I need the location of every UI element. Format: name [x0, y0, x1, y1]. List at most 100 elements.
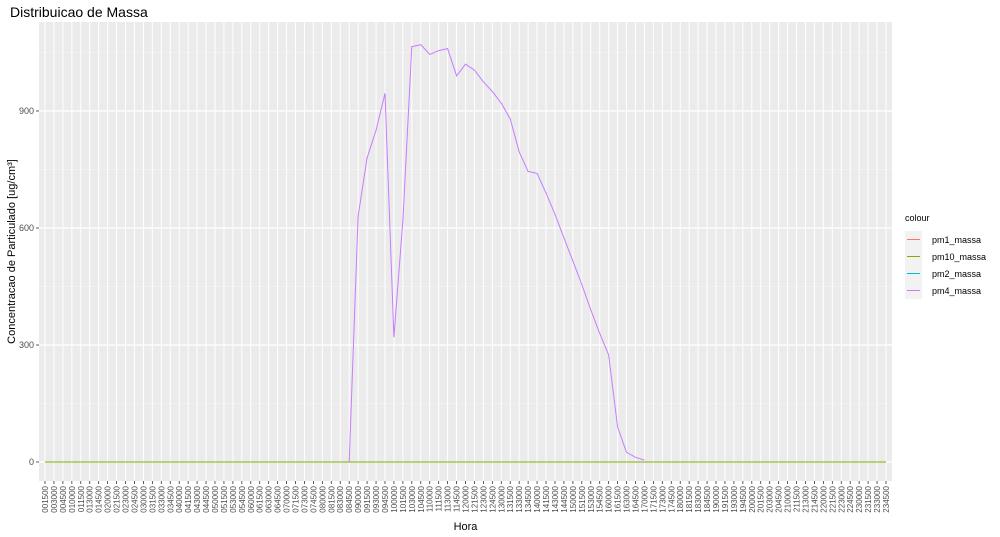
x-tick-label: 120000 [462, 485, 471, 512]
legend-label: pm2_massa [932, 269, 981, 279]
x-tick-label: 103000 [408, 485, 417, 512]
y-axis-title: Concentracao de Particulado [ug/cm³] [6, 159, 18, 344]
x-tick-label: 061500 [256, 485, 265, 512]
x-tick-label: 220000 [819, 485, 828, 512]
x-tick-label: 150000 [569, 485, 578, 512]
x-tick-label: 163000 [623, 485, 632, 512]
x-tick-label: 083000 [336, 485, 345, 512]
x-tick-label: 183000 [694, 485, 703, 512]
x-tick-label: 080000 [318, 485, 327, 512]
x-tick-label: 181500 [685, 485, 694, 512]
x-tick-label: 204500 [775, 485, 784, 512]
legend-label: pm4_massa [932, 286, 981, 296]
legend-label: pm10_massa [932, 252, 986, 262]
x-tick-label: 064500 [274, 485, 283, 512]
x-tick-label: 190000 [712, 485, 721, 512]
x-tick-label: 180000 [676, 485, 685, 512]
x-tick-label: 014500 [95, 485, 104, 512]
x-tick-label: 121500 [470, 485, 479, 512]
x-tick-label: 060000 [247, 485, 256, 512]
x-tick-label: 011500 [77, 485, 86, 512]
x-tick-label: 233000 [873, 485, 882, 512]
x-tick-label: 174500 [667, 485, 676, 512]
x-tick-label: 003000 [50, 485, 59, 512]
x-tick-label: 053000 [229, 485, 238, 512]
x-tick-label: 100000 [390, 485, 399, 512]
x-tick-label: 131500 [506, 485, 515, 512]
x-tick-label: 081500 [327, 485, 336, 512]
x-tick-label: 191500 [721, 485, 730, 512]
x-tick-label: 133000 [515, 485, 524, 512]
series-line-pm4_massa [348, 44, 645, 463]
x-tick-label: 041500 [184, 485, 193, 512]
x-tick-label: 223000 [837, 485, 846, 512]
x-tick-label: 201500 [757, 485, 766, 512]
x-tick-label: 154500 [596, 485, 605, 512]
x-tick-label: 091500 [363, 485, 372, 512]
x-tick-label: 151500 [578, 485, 587, 512]
x-tick-label: 024500 [130, 485, 139, 512]
x-tick-label: 094500 [381, 485, 390, 512]
x-tick-label: 033000 [157, 485, 166, 512]
y-tick-label: 300 [19, 340, 34, 350]
x-tick-label: 161500 [614, 485, 623, 512]
x-tick-label: 134500 [524, 485, 533, 512]
x-tick-label: 214500 [810, 485, 819, 512]
x-tick-label: 153000 [587, 485, 596, 512]
chart-title: Distribuicao de Massa [10, 4, 148, 20]
legend-label: pm1_massa [932, 235, 981, 245]
x-tick-label: 231500 [864, 485, 873, 512]
x-tick-label: 184500 [703, 485, 712, 512]
x-tick-label: 171500 [649, 485, 658, 512]
x-tick-label: 001500 [41, 485, 50, 512]
x-tick-label: 143000 [551, 485, 560, 512]
x-tick-label: 101500 [399, 485, 408, 512]
x-tick-label: 013000 [86, 485, 95, 512]
x-tick-label: 104500 [417, 485, 426, 512]
x-tick-label: 004500 [59, 485, 68, 512]
x-tick-label: 203000 [766, 485, 775, 512]
x-tick-label: 211500 [793, 485, 802, 512]
x-tick-label: 194500 [739, 485, 748, 512]
x-tick-label: 140000 [533, 485, 542, 512]
x-tick-label: 164500 [631, 485, 640, 512]
x-tick-label: 114500 [453, 485, 462, 512]
x-tick-label: 130000 [497, 485, 506, 512]
x-tick-label: 123000 [479, 485, 488, 512]
x-tick-label: 073000 [300, 485, 309, 512]
x-tick-label: 023000 [122, 485, 131, 512]
x-tick-label: 160000 [605, 485, 614, 512]
x-tick-label: 193000 [730, 485, 739, 512]
x-tick-label: 030000 [139, 485, 148, 512]
x-tick-label: 224500 [846, 485, 855, 512]
x-tick-label: 043000 [193, 485, 202, 512]
x-tick-label: 234500 [882, 485, 891, 512]
x-tick-label: 113000 [444, 485, 453, 512]
x-tick-label: 230000 [855, 485, 864, 512]
x-tick-label: 071500 [292, 485, 301, 512]
x-tick-label: 020000 [104, 485, 113, 512]
x-tick-label: 050000 [211, 485, 220, 512]
legend-title: colour [905, 213, 930, 223]
x-tick-label: 010000 [68, 485, 77, 512]
x-tick-label: 044500 [202, 485, 211, 512]
x-tick-label: 221500 [828, 485, 837, 512]
x-tick-label: 200000 [748, 485, 757, 512]
x-tick-label: 093000 [372, 485, 381, 512]
y-tick-label: 0 [29, 457, 34, 467]
x-tick-label: 173000 [658, 485, 667, 512]
x-tick-label: 090000 [354, 485, 363, 512]
y-tick-label: 900 [19, 106, 34, 116]
x-tick-label: 084500 [345, 485, 354, 512]
y-tick-label: 600 [19, 223, 34, 233]
x-tick-label: 110000 [426, 485, 435, 512]
x-tick-label: 074500 [309, 485, 318, 512]
x-tick-label: 063000 [265, 485, 274, 512]
x-tick-label: 031500 [148, 485, 157, 512]
x-tick-label: 111500 [435, 485, 444, 511]
x-tick-label: 144500 [560, 485, 569, 512]
x-tick-label: 021500 [113, 485, 122, 512]
x-tick-label: 213000 [801, 485, 810, 512]
